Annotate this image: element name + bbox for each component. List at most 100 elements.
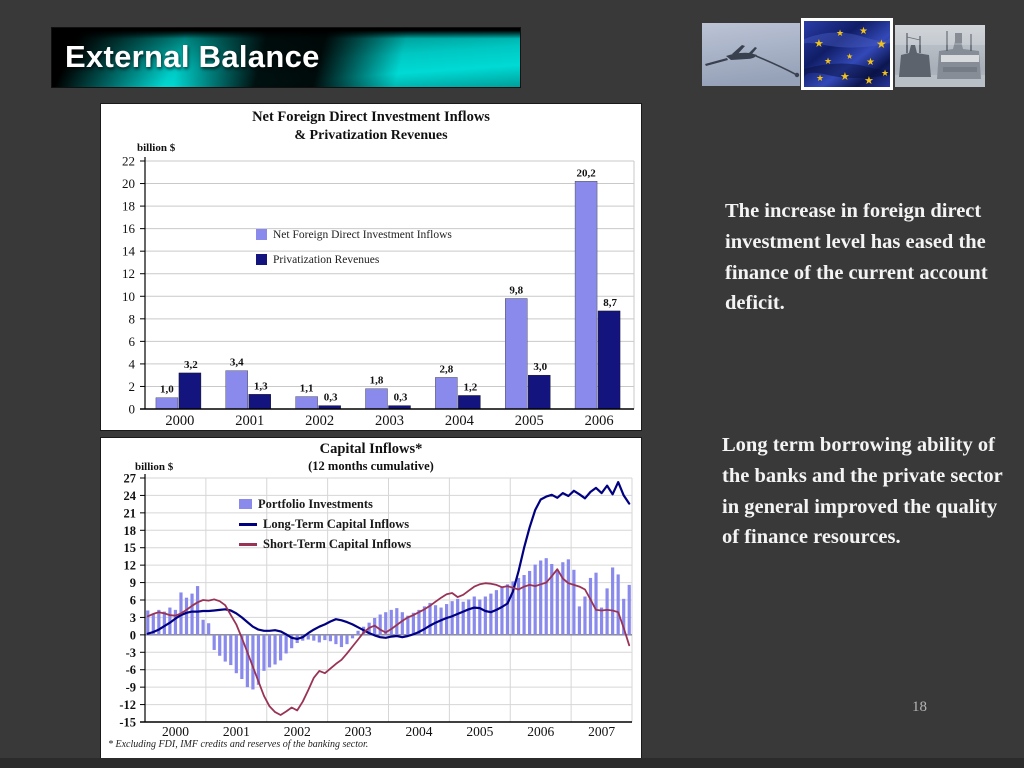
legend-label: Privatization Revenues (273, 253, 380, 266)
svg-text:0: 0 (129, 402, 136, 417)
legend-label: Short-Term Capital Inflows (263, 536, 412, 551)
svg-text:20,2: 20,2 (576, 167, 596, 179)
svg-text:2000: 2000 (162, 724, 189, 739)
capital-chart-subtitle: (12 months cumulative) (308, 459, 434, 473)
cargo-ships-photo (895, 25, 985, 87)
svg-text:★: ★ (840, 70, 850, 83)
title-bar: External Balance (52, 28, 520, 87)
svg-text:2001: 2001 (235, 413, 264, 429)
svg-text:16: 16 (122, 221, 136, 236)
svg-text:14: 14 (122, 244, 136, 259)
long-term-line-swatch-icon (239, 522, 257, 526)
svg-text:★: ★ (881, 69, 889, 79)
svg-text:12: 12 (122, 266, 135, 281)
fdi-chart-title-line1: Net Foreign Direct Investment Inflows (252, 109, 490, 125)
svg-text:18: 18 (122, 199, 135, 214)
svg-text:-6: -6 (126, 663, 136, 677)
svg-text:20: 20 (122, 176, 135, 191)
svg-text:2005: 2005 (466, 724, 493, 739)
capital-unit-label: billion $ (135, 461, 174, 473)
svg-text:3,2: 3,2 (184, 359, 198, 371)
svg-text:2002: 2002 (284, 724, 311, 739)
fdi-bar-chart: 0 2 4 6 8 10 12 14 16 18 20 22 1,0 3,2 2000 3,4 1,3 2001 1… (122, 154, 635, 429)
svg-text:18: 18 (124, 524, 137, 538)
right-ship-icon (937, 31, 981, 79)
svg-text:0,3: 0,3 (394, 392, 408, 404)
page-number: 18 (912, 699, 927, 715)
left-ship-icon (899, 33, 931, 77)
svg-text:3,4: 3,4 (230, 357, 244, 369)
fdi-inflows-swatch-icon (256, 229, 267, 240)
chart-footnote: * Excluding FDI, IMF credits and reserve… (108, 739, 369, 750)
refueling-aircraft-photo (702, 23, 800, 86)
legend-item-portfolio: Portfolio Investments (239, 494, 411, 514)
svg-text:6: 6 (130, 594, 136, 608)
flag-fold-highlight (804, 31, 890, 51)
svg-text:3,0: 3,0 (533, 361, 547, 373)
svg-text:1,1: 1,1 (300, 383, 314, 395)
eu-flag-photo: ★ ★ ★ ★ ★ ★ ★ ★ ★ ★ ★ (801, 18, 893, 90)
privatization-swatch-icon (256, 254, 267, 265)
svg-text:15: 15 (124, 541, 137, 555)
fdi-chart-panel: Net Foreign Direct Investment Inflows & … (100, 103, 642, 431)
svg-text:3: 3 (130, 611, 136, 625)
svg-text:★: ★ (876, 37, 887, 51)
capital-inflows-chart: 27 24 21 18 15 12 9 6 3 0 -3 -6 -9 -12 -15 2000 2001 2002… (119, 472, 633, 739)
svg-text:9,8: 9,8 (509, 285, 523, 297)
svg-text:★: ★ (824, 57, 832, 67)
fdi-chart-title-line2: & Privatization Revenues (294, 128, 448, 143)
capital-inflows-chart-panel: Capital Inflows* (12 months cumulative) … (100, 437, 642, 759)
svg-text:27: 27 (124, 472, 137, 486)
slide-bottom-edge (0, 758, 1024, 768)
svg-text:★: ★ (814, 37, 824, 50)
svg-text:1,0: 1,0 (160, 384, 174, 396)
portfolio-swatch-icon (239, 499, 252, 509)
eu-stars-icon: ★ ★ ★ ★ ★ ★ ★ ★ ★ ★ ★ (814, 26, 889, 87)
commentary-fdi: The increase in foreign direct investmen… (725, 200, 988, 315)
legend-label: Portfolio Investments (258, 496, 373, 511)
legend-item-fdi-inflows: Net Foreign Direct Investment Inflows (256, 222, 452, 247)
legend-label: Net Foreign Direct Investment Inflows (273, 228, 452, 241)
svg-text:6: 6 (129, 334, 136, 349)
refueling-hose-icon (755, 55, 798, 76)
svg-text:24: 24 (124, 489, 137, 503)
svg-text:8,7: 8,7 (603, 297, 617, 309)
legend-item-privatization: Privatization Revenues (256, 247, 452, 272)
svg-text:12: 12 (124, 559, 137, 573)
fdi-chart-legend: Net Foreign Direct Investment Inflows Pr… (256, 222, 452, 272)
svg-text:10: 10 (122, 289, 135, 304)
legend-label: Long-Term Capital Inflows (263, 516, 410, 531)
svg-text:2004: 2004 (405, 724, 432, 739)
capital-chart-legend: Portfolio Investments Long-Term Capital … (239, 494, 411, 554)
svg-text:2003: 2003 (375, 413, 404, 429)
aircraft-silhouette-icon (705, 45, 757, 66)
svg-text:4: 4 (129, 356, 136, 371)
svg-text:2003: 2003 (345, 724, 372, 739)
svg-text:★: ★ (864, 74, 874, 87)
svg-text:0,3: 0,3 (324, 392, 338, 404)
svg-text:0: 0 (130, 628, 136, 642)
page-title: External Balance (65, 39, 320, 74)
svg-text:9: 9 (130, 576, 136, 590)
svg-text:★: ★ (836, 29, 844, 39)
svg-text:1,8: 1,8 (370, 375, 384, 387)
haze-overlay (895, 25, 985, 45)
svg-text:22: 22 (122, 154, 135, 169)
svg-text:★: ★ (866, 57, 875, 68)
svg-text:1,3: 1,3 (254, 380, 268, 392)
svg-text:8: 8 (129, 311, 136, 326)
svg-text:★: ★ (816, 74, 824, 84)
svg-text:2001: 2001 (223, 724, 250, 739)
svg-text:2007: 2007 (588, 724, 615, 739)
svg-text:1,2: 1,2 (463, 381, 477, 393)
flag-fold-shadow (804, 63, 890, 79)
svg-text:-3: -3 (126, 646, 136, 660)
commentary-borrowing: Long term borrowing ability of the banks… (722, 434, 1003, 549)
svg-text:2006: 2006 (527, 724, 554, 739)
short-term-line-swatch-icon (239, 542, 257, 546)
svg-text:2000: 2000 (165, 413, 194, 429)
legend-item-long-term: Long-Term Capital Inflows (239, 514, 411, 534)
fdi-unit-label: billion $ (137, 142, 176, 154)
svg-text:21: 21 (124, 506, 137, 520)
